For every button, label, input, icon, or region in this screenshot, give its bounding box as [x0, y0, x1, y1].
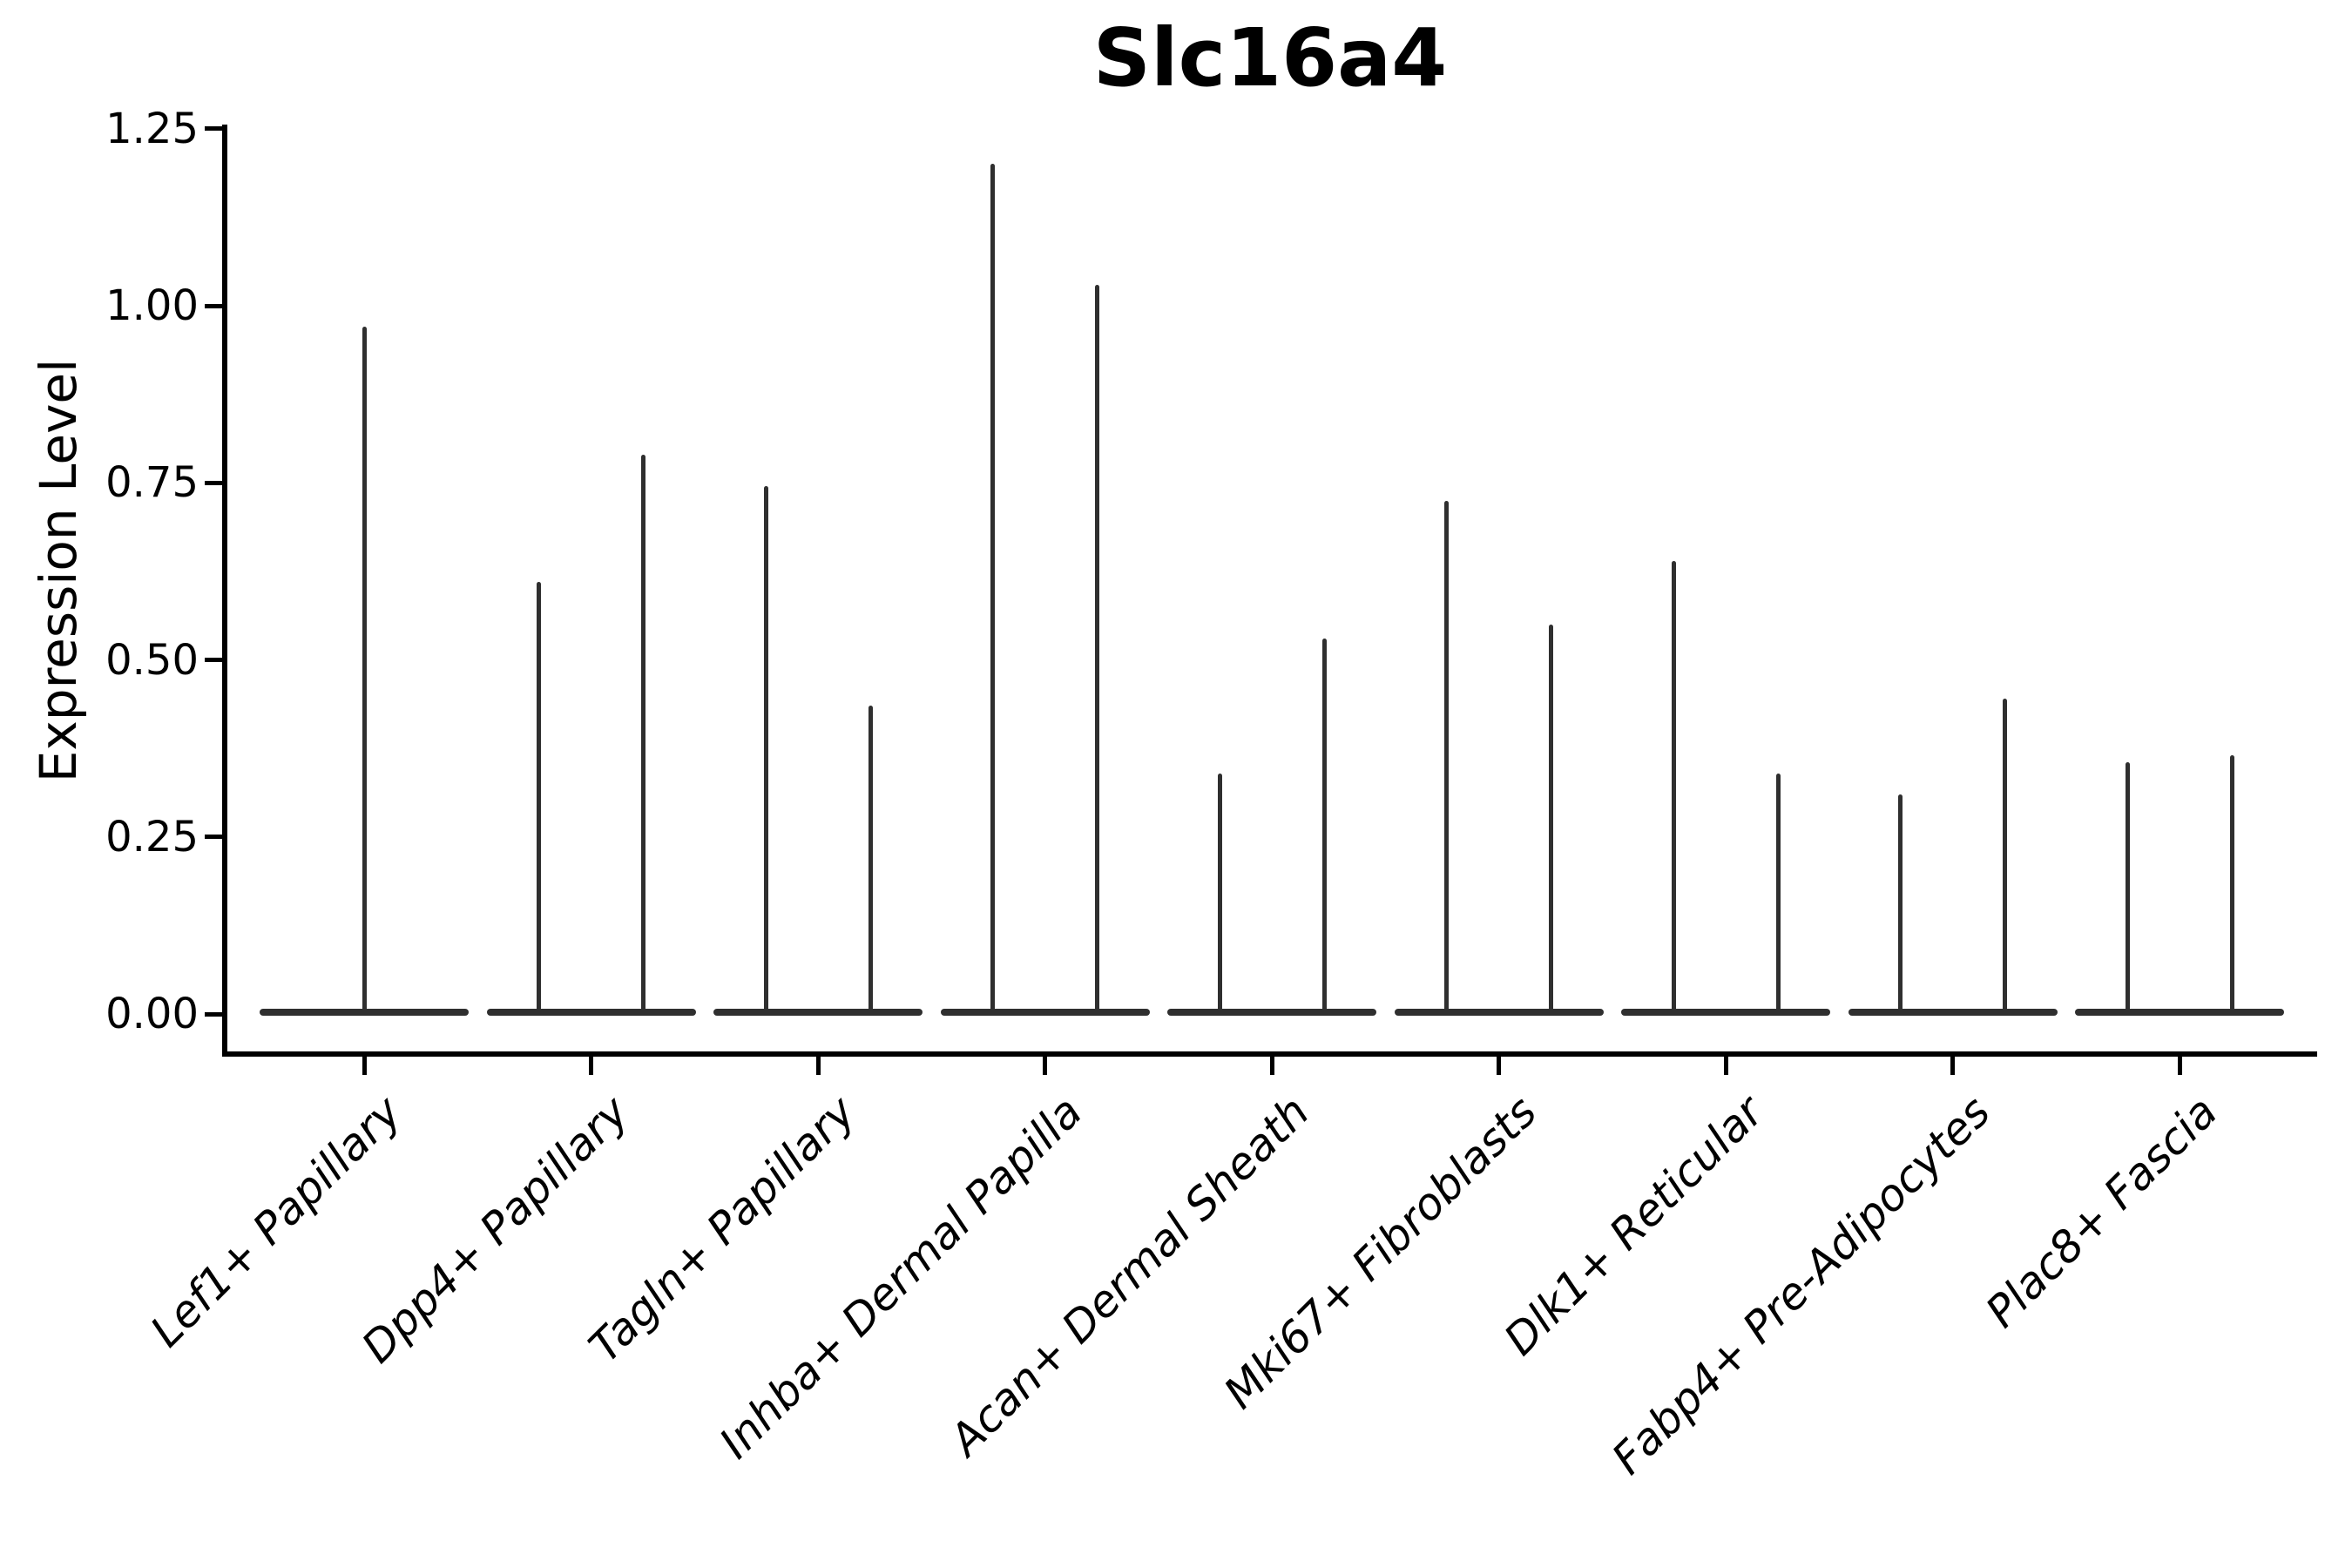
x-tick-mark: [1723, 1057, 1728, 1075]
y-tick-label: 1.25: [105, 104, 199, 153]
violin-spike: [2125, 762, 2130, 1013]
violin-spike: [2003, 699, 2007, 1013]
violin-body: [2075, 1009, 2284, 1016]
violin-body: [1167, 1009, 1376, 1016]
y-tick-label: 0.25: [105, 812, 199, 862]
x-tick-mark: [1043, 1057, 1047, 1075]
y-tick-mark: [205, 480, 222, 485]
violin-spike: [1549, 624, 1553, 1013]
violin-body: [713, 1009, 923, 1016]
violin-spike: [763, 486, 768, 1013]
violin-spike: [868, 706, 873, 1013]
violin-spike: [537, 582, 541, 1013]
y-tick-mark: [205, 835, 222, 840]
violin-spike: [362, 327, 367, 1013]
violin-spike: [1444, 500, 1449, 1013]
y-axis-spine: [222, 125, 227, 1057]
plot-title: Slc16a4: [1092, 11, 1448, 105]
x-tick-mark: [1269, 1057, 1274, 1075]
x-tick-mark: [589, 1057, 593, 1075]
violin-body: [1848, 1009, 2058, 1016]
y-tick-label: 0.50: [105, 635, 199, 685]
violin-body: [486, 1009, 696, 1016]
y-tick-mark: [205, 658, 222, 662]
y-tick-mark: [205, 1011, 222, 1017]
x-axis-spine: [222, 1051, 2317, 1057]
violin-spike: [641, 454, 645, 1013]
x-tick-mark: [1950, 1057, 1955, 1075]
x-tick-label: Plac8+ Fascia: [1976, 1086, 2227, 1338]
violin-spike: [1775, 773, 1781, 1013]
y-tick-label: 0.00: [105, 990, 199, 1038]
violin-spike: [1095, 284, 1099, 1013]
violin-spike: [1898, 794, 1903, 1013]
violin-body: [940, 1009, 1150, 1016]
violin-spike: [1217, 773, 1222, 1013]
violin-spike: [990, 164, 995, 1013]
y-tick-label: 1.00: [105, 281, 199, 330]
y-tick-label: 0.75: [105, 458, 199, 508]
x-tick-label: Fabp4+ Pre-Adipocytes: [1602, 1086, 2000, 1484]
x-tick-mark: [2177, 1057, 2182, 1075]
y-axis-label: Expression Level: [29, 358, 88, 783]
y-tick-mark: [205, 126, 222, 132]
x-tick-mark: [1497, 1057, 1501, 1075]
violin-body: [1621, 1009, 1830, 1016]
y-tick-mark: [205, 303, 222, 308]
violin-spike: [1671, 560, 1676, 1013]
x-tick-mark: [815, 1057, 821, 1075]
x-tick-mark: [362, 1057, 367, 1075]
x-tick-label: Lef1+ Papillary: [140, 1086, 412, 1357]
violin-body: [1394, 1009, 1604, 1016]
violin-spike: [1321, 639, 1327, 1013]
violin-spike: [2229, 755, 2234, 1013]
